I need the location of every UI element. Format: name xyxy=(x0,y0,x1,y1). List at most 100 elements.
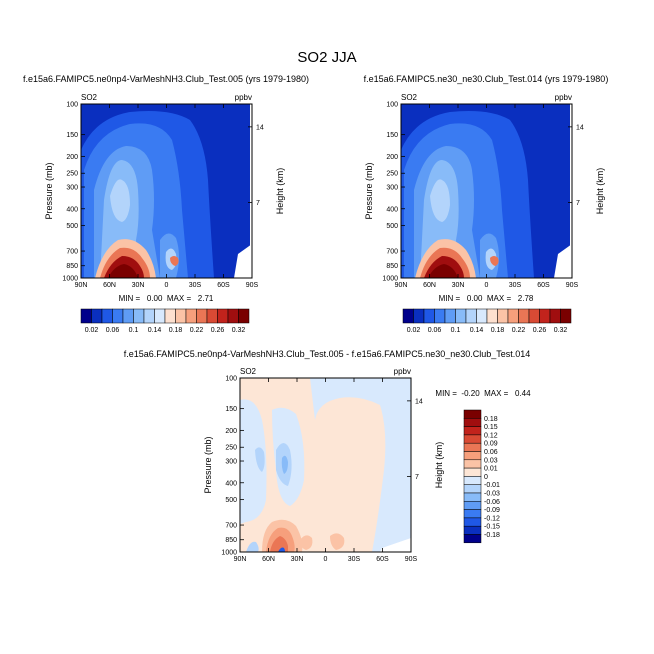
colorbar-swatch xyxy=(91,308,103,324)
y-tick-label: 250 xyxy=(66,171,78,178)
y2-tick-label: 14 xyxy=(576,124,584,131)
colorbar-swatch xyxy=(463,501,482,510)
y-tick-label: 700 xyxy=(225,523,237,530)
y-tick-label: 850 xyxy=(386,263,398,270)
y-tick-label: 300 xyxy=(225,459,237,466)
panel-left-species: SO2 xyxy=(81,93,98,102)
colorbar-label: 0.03 xyxy=(484,457,498,464)
colorbar-label: -0.06 xyxy=(484,499,500,506)
panel-left-title: f.e15a6.FAMIPC5.ne0np4-VarMeshNH3.Club_T… xyxy=(23,74,309,84)
x-tick-label: 0 xyxy=(485,282,489,289)
colorbar-label: 0.32 xyxy=(232,327,246,334)
colorbar-label: 0.32 xyxy=(554,327,568,334)
colorbar-swatch xyxy=(463,484,482,494)
panel-left-minmax: MIN = 0.00 MAX = 2.71 xyxy=(119,294,214,303)
colorbar-swatch xyxy=(101,308,113,324)
colorbar-swatch xyxy=(497,308,509,324)
y2-tick-label: 7 xyxy=(415,474,419,481)
x-tick-label: 90N xyxy=(234,556,247,563)
colorbar-label: 0.02 xyxy=(85,327,99,334)
panel-right-plot xyxy=(401,104,572,278)
colorbar-label: 0.26 xyxy=(533,327,547,334)
colorbar-swatch xyxy=(463,442,482,452)
colorbar-swatch xyxy=(528,308,540,324)
y-tick-label: 300 xyxy=(386,185,398,192)
colorbar-swatch xyxy=(463,459,482,469)
colorbar-swatch xyxy=(143,308,155,324)
panel-right-species: SO2 xyxy=(401,93,418,102)
panel-difference: f.e15a6.FAMIPC5.ne0np4-VarMeshNH3.Club_T… xyxy=(124,349,531,563)
panel-left-units: ppbv xyxy=(235,93,252,102)
panel-diff-y2label: Height (km) xyxy=(434,442,444,489)
colorbar-label: -0.12 xyxy=(484,515,500,522)
colorbar-label: 0.06 xyxy=(106,327,120,334)
colorbar-swatch xyxy=(463,476,482,485)
panel-diff-units: ppbv xyxy=(394,367,411,376)
colorbar-swatch xyxy=(549,308,561,324)
colorbar-label: -0.09 xyxy=(484,507,500,514)
x-tick-label: 60N xyxy=(103,282,116,289)
colorbar-swatch xyxy=(154,308,166,324)
colorbar-swatch xyxy=(227,308,239,324)
panel-diff-species: SO2 xyxy=(240,367,257,376)
colorbar-swatch xyxy=(423,308,435,324)
colorbar-label: 0.22 xyxy=(512,327,526,334)
colorbar-swatch xyxy=(175,308,187,324)
colorbar-swatch xyxy=(486,308,498,324)
y-tick-label: 1000 xyxy=(62,276,78,283)
y-tick-label: 500 xyxy=(225,497,237,504)
panel-diff-plot xyxy=(240,378,411,552)
panel-right-y2label: Height (km) xyxy=(595,168,605,215)
y-tick-label: 150 xyxy=(225,406,237,413)
colorbar-label: -0.15 xyxy=(484,524,500,531)
figure-title: SO2 JJA xyxy=(297,49,356,66)
panel-diff-axes: 90N 60N 30N 0 30S 60S 90S 100 150 200 250 300 400 500… xyxy=(221,376,422,564)
y-tick-label: 400 xyxy=(225,480,237,487)
colorbar-swatch xyxy=(463,426,482,436)
y-tick-label: 700 xyxy=(66,249,78,256)
panel-right: f.e15a6.FAMIPC5.ne30_ne30.Club_Test.014 … xyxy=(364,74,609,334)
y-tick-label: 500 xyxy=(66,223,78,230)
colorbar-swatch xyxy=(518,308,530,324)
panel-diff-colorbar: 0.180.150.120.090.060.030.010-0.01-0.03-… xyxy=(463,409,500,544)
y-tick-label: 200 xyxy=(66,154,78,161)
colorbar-swatch xyxy=(122,308,134,324)
x-tick-label: 30N xyxy=(132,282,145,289)
x-tick-label: 0 xyxy=(324,556,328,563)
x-tick-label: 30N xyxy=(291,556,304,563)
colorbar-label: 0.09 xyxy=(484,441,498,448)
y-tick-label: 400 xyxy=(386,206,398,213)
y-tick-label: 200 xyxy=(225,428,237,435)
y-tick-label: 100 xyxy=(225,376,237,383)
y2-tick-label: 14 xyxy=(256,124,264,131)
colorbar-swatch xyxy=(463,467,482,477)
colorbar-swatch xyxy=(463,517,482,527)
colorbar-label: 0.02 xyxy=(407,327,421,334)
colorbar-label: 0.14 xyxy=(470,327,484,334)
colorbar-swatch xyxy=(463,525,482,535)
y-tick-label: 400 xyxy=(66,206,78,213)
panel-right-ylabel: Pressure (mb) xyxy=(364,162,374,219)
colorbar-label: 0.15 xyxy=(484,424,498,431)
colorbar-swatch xyxy=(238,308,250,324)
colorbar-label: 0.1 xyxy=(451,327,461,334)
colorbar-swatch xyxy=(463,409,482,419)
panel-left-y2label: Height (km) xyxy=(275,168,285,215)
colorbar-swatch xyxy=(434,308,446,324)
colorbar-label: 0.06 xyxy=(484,449,498,456)
colorbar-label: 0.18 xyxy=(484,416,498,423)
colorbar-swatch xyxy=(560,308,572,324)
y-tick-label: 250 xyxy=(386,171,398,178)
panel-diff-minmax: MIN = -0.20 MAX = 0.44 xyxy=(435,389,531,398)
panel-right-axes: 90N 60N 30N 0 30S 60S 90S 100 150 200 250 300 400 500… xyxy=(382,102,583,290)
colorbar-label: -0.03 xyxy=(484,491,500,498)
colorbar-swatch xyxy=(164,308,176,324)
y-tick-label: 200 xyxy=(386,154,398,161)
colorbar-label: 0.01 xyxy=(484,466,498,473)
x-tick-label: 90S xyxy=(566,282,579,289)
colorbar-swatch xyxy=(402,308,414,324)
colorbar-label: 0.18 xyxy=(491,327,505,334)
y-tick-label: 250 xyxy=(225,445,237,452)
y-tick-label: 150 xyxy=(66,132,78,139)
x-tick-label: 60N xyxy=(423,282,436,289)
